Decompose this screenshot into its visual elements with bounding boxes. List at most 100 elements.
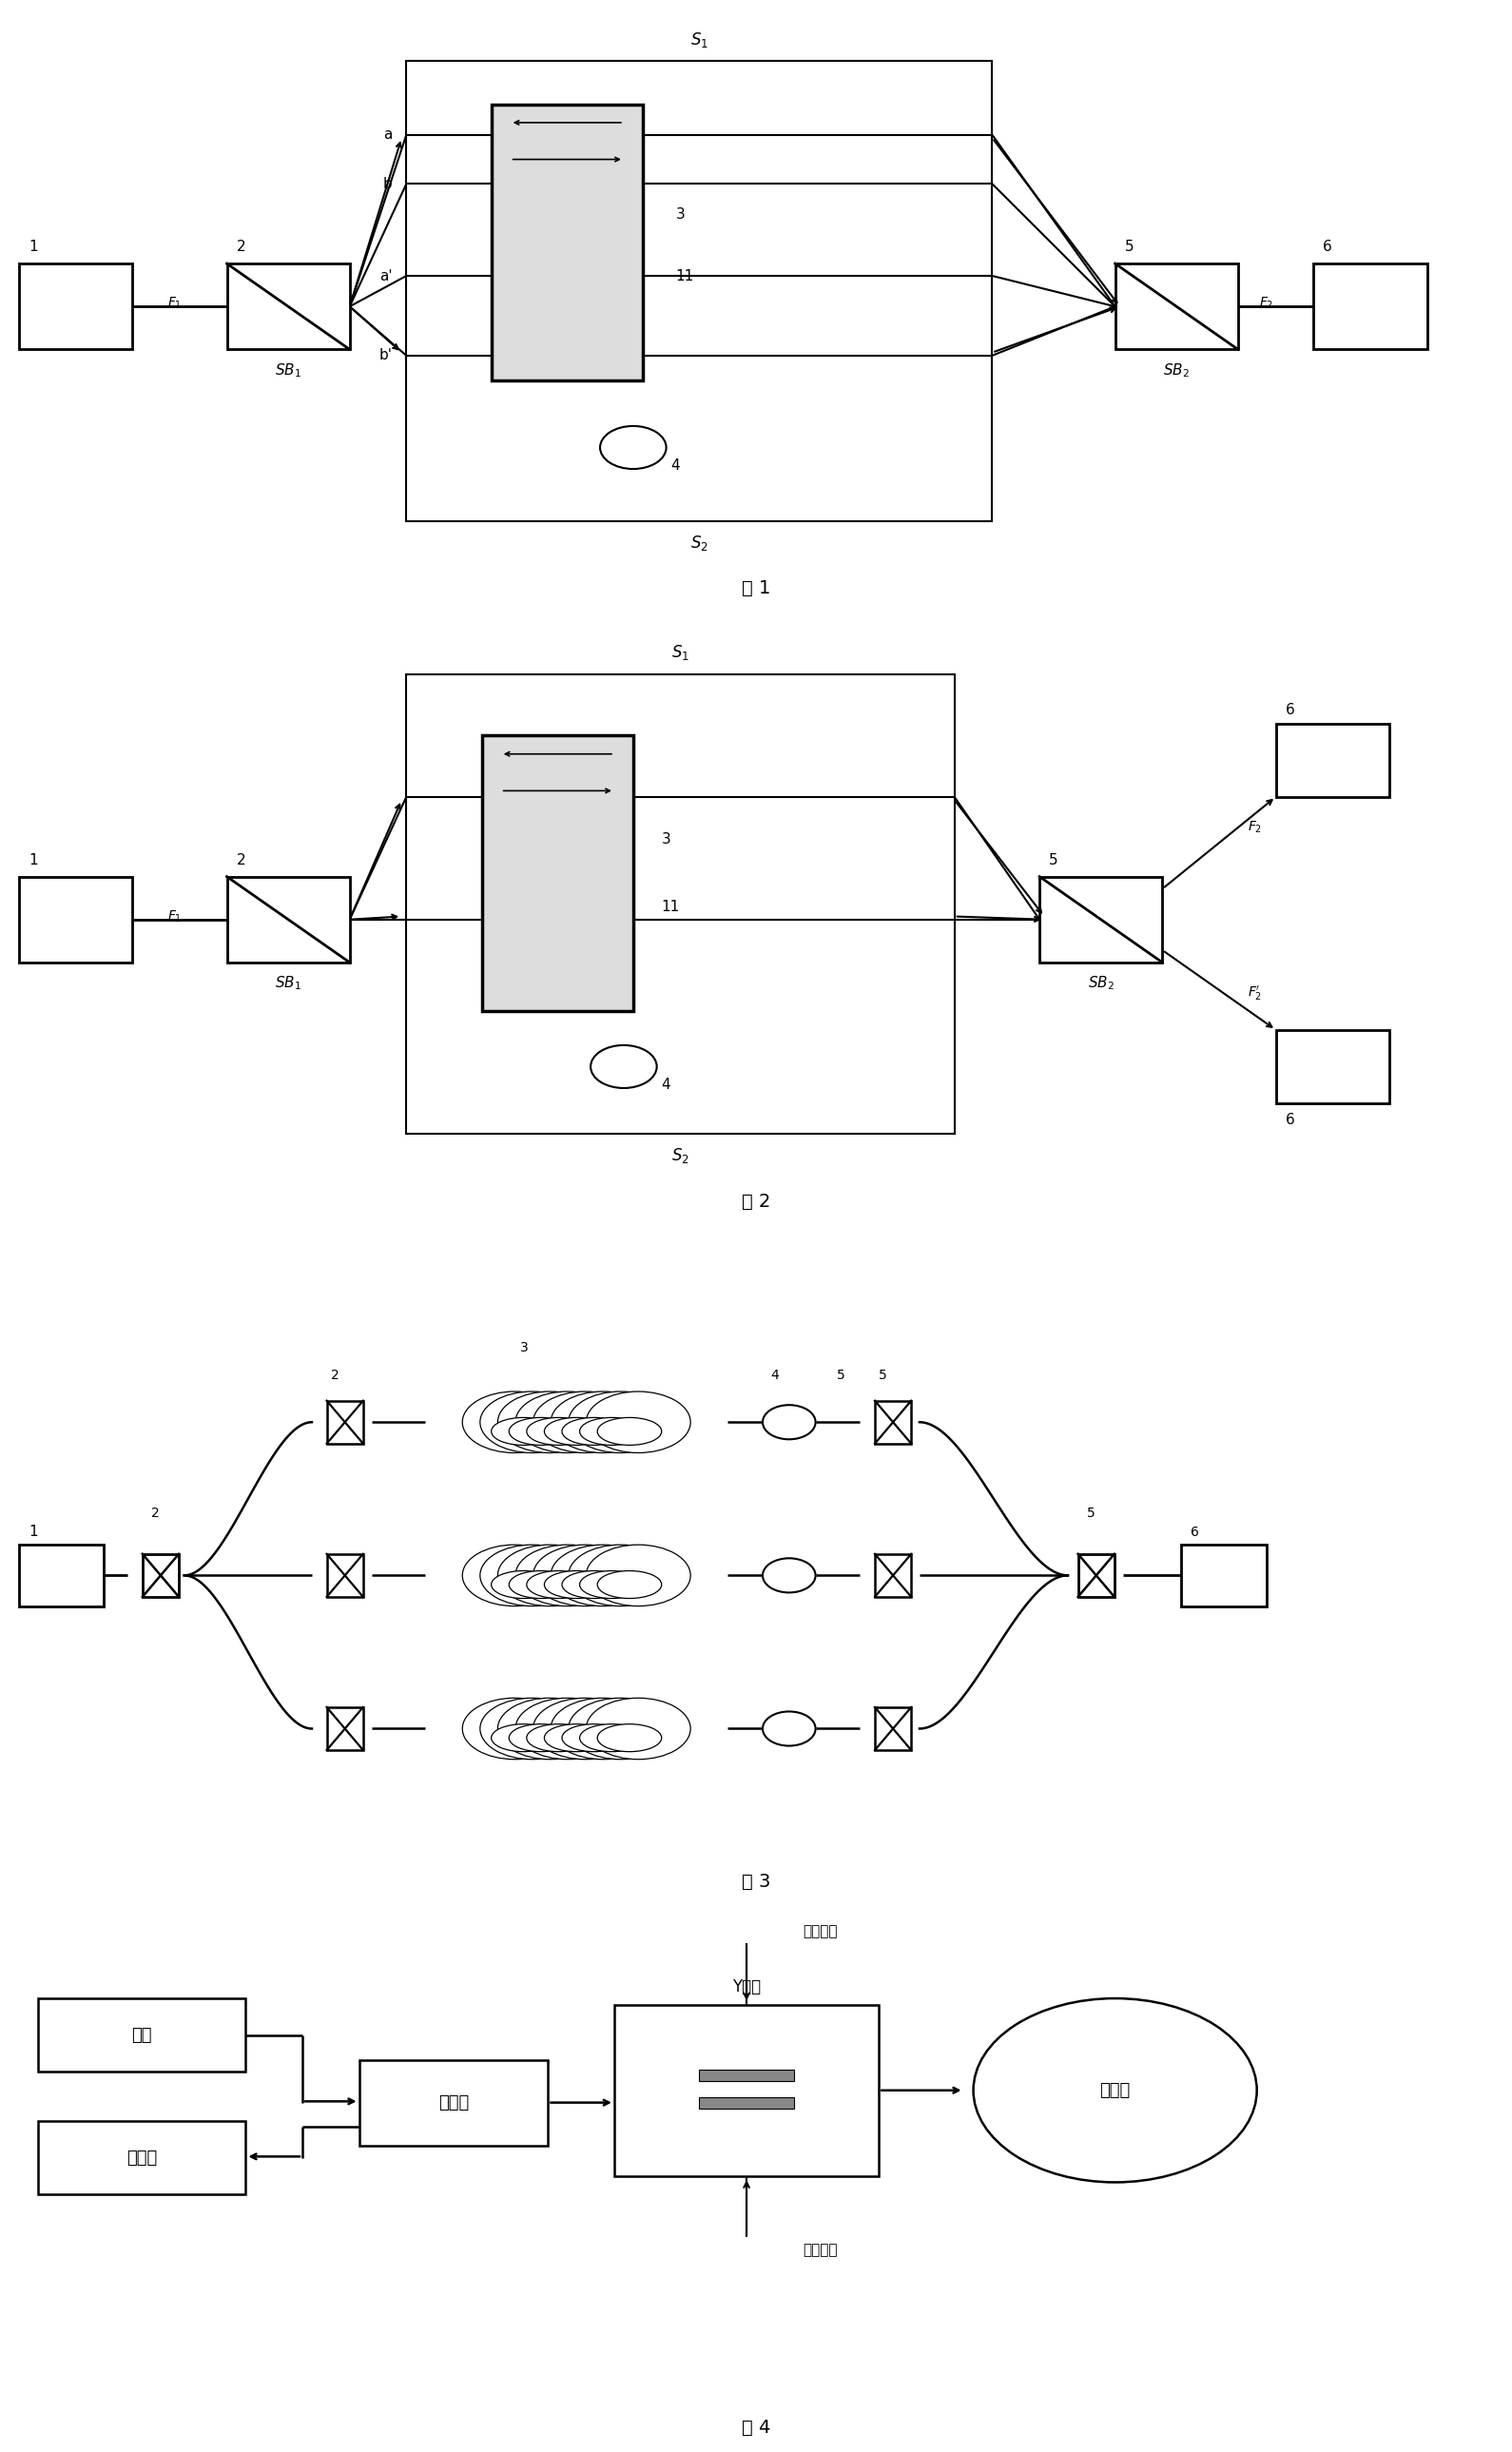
Ellipse shape [587, 1393, 691, 1452]
Bar [18, 878, 133, 961]
Text: 2: 2 [236, 853, 245, 868]
Circle shape [600, 427, 667, 468]
Ellipse shape [579, 1572, 644, 1599]
Text: 6: 6 [1285, 704, 1294, 716]
Circle shape [591, 1045, 656, 1089]
Ellipse shape [479, 1697, 585, 1761]
Ellipse shape [579, 1417, 644, 1444]
Text: 5: 5 [1087, 1508, 1095, 1520]
Text: 图 1: 图 1 [741, 579, 771, 598]
Text: $S_1$: $S_1$ [691, 29, 708, 49]
Bar [327, 1400, 363, 1444]
Bar [699, 2069, 794, 2082]
Bar [327, 1707, 363, 1751]
Ellipse shape [562, 1417, 626, 1444]
Ellipse shape [569, 1393, 673, 1452]
Circle shape [762, 1711, 815, 1746]
Bar [875, 1555, 912, 1596]
Ellipse shape [597, 1724, 662, 1751]
Bar [1078, 1555, 1114, 1596]
Bar [38, 2121, 245, 2195]
Ellipse shape [544, 1417, 608, 1444]
Ellipse shape [526, 1417, 591, 1444]
Ellipse shape [587, 1545, 691, 1606]
Bar [491, 103, 643, 380]
Ellipse shape [497, 1393, 602, 1452]
Ellipse shape [597, 1572, 662, 1599]
Ellipse shape [587, 1697, 691, 1761]
Bar [1314, 262, 1427, 348]
Text: 4: 4 [771, 1368, 779, 1383]
Text: 4: 4 [662, 1079, 671, 1091]
Bar [38, 1998, 245, 2072]
Text: 3: 3 [676, 208, 685, 221]
Text: 图 2: 图 2 [741, 1192, 771, 1211]
Bar [18, 262, 133, 348]
Bar [142, 1555, 178, 1596]
Ellipse shape [526, 1724, 591, 1751]
Text: 3: 3 [520, 1341, 528, 1354]
Ellipse shape [569, 1697, 673, 1761]
Text: 调制信号: 调制信号 [803, 1925, 838, 1937]
Ellipse shape [463, 1545, 567, 1606]
Ellipse shape [491, 1417, 555, 1444]
Ellipse shape [516, 1697, 620, 1761]
Circle shape [762, 1559, 815, 1594]
Text: a: a [383, 128, 392, 142]
Text: $SB_1$: $SB_1$ [275, 976, 301, 993]
Ellipse shape [544, 1572, 608, 1599]
Ellipse shape [597, 1417, 662, 1444]
Bar [614, 2006, 878, 2177]
Text: b': b' [380, 348, 392, 363]
Ellipse shape [479, 1393, 585, 1452]
Text: 6: 6 [1323, 240, 1332, 255]
Ellipse shape [497, 1545, 602, 1606]
Bar [875, 1707, 912, 1751]
Text: 图 3: 图 3 [741, 1873, 771, 1890]
Ellipse shape [569, 1545, 673, 1606]
Text: 4: 4 [671, 459, 680, 473]
Text: 1: 1 [29, 1525, 38, 1540]
Bar [227, 878, 349, 961]
Text: 耦合器: 耦合器 [438, 2094, 469, 2111]
Bar [18, 1545, 104, 1606]
Text: $S_1$: $S_1$ [671, 642, 689, 662]
Text: b: b [383, 177, 392, 191]
Text: $SB_1$: $SB_1$ [275, 363, 301, 380]
Text: $S_2$: $S_2$ [671, 1148, 689, 1165]
Text: 2: 2 [151, 1508, 160, 1520]
Bar [360, 2060, 547, 2146]
Text: 光源: 光源 [132, 2028, 153, 2043]
Text: 1: 1 [29, 240, 38, 255]
Text: $S_2$: $S_2$ [691, 535, 708, 552]
Text: 6: 6 [1285, 1113, 1294, 1128]
Text: $F_1$: $F_1$ [168, 297, 181, 311]
Text: 6: 6 [1191, 1525, 1199, 1540]
Text: 探测器: 探测器 [127, 2150, 157, 2165]
Bar [1040, 878, 1163, 961]
Ellipse shape [579, 1724, 644, 1751]
Text: 11: 11 [676, 270, 694, 282]
Ellipse shape [550, 1393, 655, 1452]
Text: 11: 11 [661, 900, 680, 915]
Ellipse shape [550, 1697, 655, 1761]
Text: $F_1$: $F_1$ [168, 910, 181, 924]
Bar [227, 262, 349, 348]
Text: $F_2$: $F_2$ [1259, 297, 1273, 311]
Text: 2: 2 [236, 240, 245, 255]
Ellipse shape [534, 1545, 638, 1606]
Bar [699, 2099, 794, 2109]
Circle shape [762, 1405, 815, 1439]
Ellipse shape [463, 1697, 567, 1761]
Bar [482, 736, 634, 1010]
Ellipse shape [516, 1545, 620, 1606]
Circle shape [974, 1998, 1256, 2182]
Bar [327, 1555, 363, 1596]
Text: Y分支: Y分支 [732, 1979, 761, 1996]
Text: 调制信号: 调制信号 [803, 2244, 838, 2256]
Bar [407, 674, 954, 1133]
Ellipse shape [534, 1393, 638, 1452]
Ellipse shape [510, 1724, 573, 1751]
Text: 1: 1 [29, 853, 38, 868]
Text: 5: 5 [1125, 240, 1134, 255]
